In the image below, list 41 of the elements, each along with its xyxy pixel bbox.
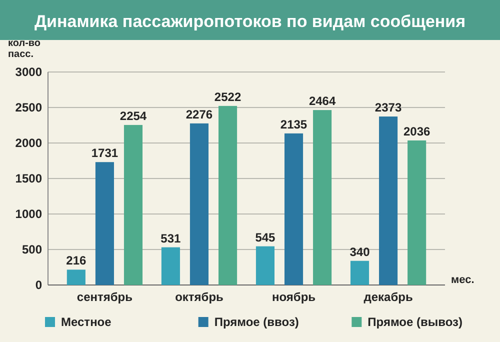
x-tick-label: октябрь [175,290,224,304]
bar [190,123,209,285]
data-label: 2373 [374,100,402,115]
data-label: 2036 [403,124,430,138]
data-label: 2254 [120,108,147,123]
data-label: 545 [255,230,276,244]
y-axis-title: кол-во пасс. [8,38,41,60]
data-label: 2135 [280,117,308,132]
x-tick-label: сентябрь [76,290,133,304]
data-label: 2522 [214,90,242,104]
data-label: 531 [160,231,182,246]
y-tick-label: 1000 [15,207,42,221]
y-tick-label: 0 [35,278,42,292]
data-label: 2276 [186,107,213,122]
bar [313,110,332,285]
bar [95,162,114,285]
bar [256,246,274,285]
x-axis-title: мес. [451,274,474,286]
data-label: 340 [350,244,370,259]
bar [350,260,370,285]
y-tick-label: 3000 [15,65,42,79]
y-tick-label: 2500 [15,100,42,114]
legend-label: Прямое (вывоз) [368,315,462,329]
chart-title: Динамика пассажиропотоков по видам сообщения [34,12,466,31]
y-tick-label: 1500 [15,172,42,186]
y-tick-label: 2000 [15,136,42,150]
legend-label: Местное [61,315,112,329]
x-tick-label: декабрь [364,290,413,304]
bar [218,106,238,285]
y-tick-label: 500 [22,242,42,256]
bar [66,270,86,285]
legend-label: Прямое (ввоз) [214,315,299,329]
bar [284,133,304,285]
data-label: 2464 [308,94,336,108]
bar [379,116,398,285]
bar [161,247,180,285]
bar [408,140,426,285]
data-label: 1731 [91,146,118,160]
bar [124,124,143,285]
data-label: 216 [66,254,87,268]
x-tick-label: ноябрь [272,290,316,304]
